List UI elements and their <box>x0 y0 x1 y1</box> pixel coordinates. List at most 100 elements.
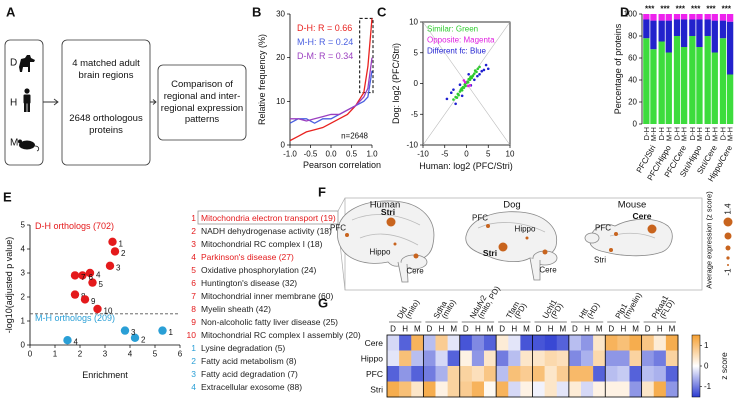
y-tick-label: 3 <box>21 269 26 278</box>
heat-cell <box>411 350 424 367</box>
bar-segment <box>726 14 734 22</box>
legend-label: Opposite: Magenta <box>427 36 495 45</box>
point <box>486 67 490 71</box>
box-text-frame: Comparison of regional and inter-regiona… <box>161 79 243 126</box>
x-tick-label: 1 <box>53 350 58 359</box>
axis-line <box>29 225 180 346</box>
heat-cell <box>617 381 630 398</box>
heat-cell <box>496 366 509 382</box>
region-dot <box>413 253 419 259</box>
plot-frame <box>422 21 511 146</box>
bar-segment <box>673 19 681 36</box>
heat-cell <box>399 335 412 351</box>
heat-cell <box>459 335 473 351</box>
region-dot <box>498 242 508 252</box>
size-legend-title: Average expression (z score) <box>705 191 714 289</box>
point <box>452 88 455 91</box>
heat-cell <box>617 366 630 382</box>
heat-cell <box>399 381 412 398</box>
heat-cell <box>568 335 582 351</box>
arrow <box>150 99 157 105</box>
point <box>467 77 470 81</box>
x-tick-label: 2 <box>78 350 83 359</box>
term-label: Parkinson's disease (27) <box>201 252 294 262</box>
point-label: 3 <box>116 263 121 272</box>
heat-cell <box>411 366 424 382</box>
column-label: D <box>608 325 614 334</box>
point <box>471 74 474 78</box>
bar-segment <box>665 20 672 53</box>
point-label: 4 <box>96 271 101 280</box>
species-box <box>4 39 44 166</box>
y-tick-label: 100 <box>624 10 638 19</box>
point-label: 3 <box>131 328 136 337</box>
legend-label: M-H: R = 0.24 <box>297 37 353 47</box>
heat-cell <box>447 335 461 351</box>
heat-cell <box>471 335 485 351</box>
y-tick-label: 60 <box>628 54 637 63</box>
column-label: H <box>657 325 663 334</box>
heat-cell <box>459 366 473 382</box>
y-tick-label: 30 <box>276 10 285 19</box>
heat-cell <box>399 350 412 367</box>
column-label: M <box>523 325 530 334</box>
region-dot <box>525 236 529 240</box>
heat-cell <box>556 350 570 367</box>
highlight-region <box>359 17 374 94</box>
point <box>473 78 476 82</box>
bar-segment <box>680 19 688 47</box>
line-series <box>289 70 373 124</box>
term-label: Huntington's disease (32) <box>201 278 297 288</box>
y-tick-label: -5 <box>411 110 419 119</box>
y-tick-label: 1 <box>21 317 26 326</box>
column-label: H <box>584 325 590 334</box>
point <box>449 91 453 95</box>
point <box>469 76 472 79</box>
x-tick-label: D-H <box>703 127 712 140</box>
x-tick-label: M-H <box>649 127 658 141</box>
heat-cell <box>435 350 448 367</box>
heat-cell <box>544 350 558 367</box>
heat-cell <box>605 335 618 351</box>
panel-label: A <box>6 5 16 20</box>
size-legend-dot <box>725 245 731 251</box>
heat-cell <box>653 350 667 367</box>
heat-cell <box>629 381 642 398</box>
size-legend-dot <box>724 232 732 240</box>
human-brain <box>337 200 435 283</box>
region-label: Cere <box>539 266 557 275</box>
term-number: 1 <box>191 343 196 353</box>
heat-cell <box>556 335 570 351</box>
term-number: 9 <box>191 317 196 327</box>
heat-cell <box>544 366 558 382</box>
x-tick-label: 10 <box>506 150 515 159</box>
y-tick-label: 10 <box>409 18 418 27</box>
bar-segment <box>719 20 727 39</box>
heat-cell <box>593 366 606 382</box>
point <box>478 72 481 76</box>
x-tick-label: D-H <box>642 127 651 140</box>
bar-segment <box>704 19 711 36</box>
column-label: D <box>645 325 651 334</box>
region-label: PFC <box>330 224 346 233</box>
point-label: 2 <box>121 249 126 258</box>
heat-cell <box>411 335 424 351</box>
term-label: Oxidative phosphorylation (24) <box>201 265 316 275</box>
heat-cell <box>581 335 594 351</box>
column-label: H <box>402 325 408 334</box>
column-label: D <box>536 325 542 334</box>
heat-cell <box>520 335 533 351</box>
region-label: Hippo <box>370 248 391 257</box>
heat-cell <box>617 335 630 351</box>
colorbar-tick-label: 1 <box>704 341 709 350</box>
heat-cell <box>568 381 582 398</box>
box-text: 2648 orthologous proteins <box>69 113 143 136</box>
panel-label: F <box>318 185 326 200</box>
bar-segment <box>711 14 718 21</box>
bar-segment <box>658 20 665 42</box>
term-label: Lysine degradation (5) <box>201 343 285 353</box>
heat-cell <box>653 381 667 398</box>
point <box>457 93 460 97</box>
point <box>473 72 476 75</box>
x-tick-label: 6 <box>178 350 183 359</box>
